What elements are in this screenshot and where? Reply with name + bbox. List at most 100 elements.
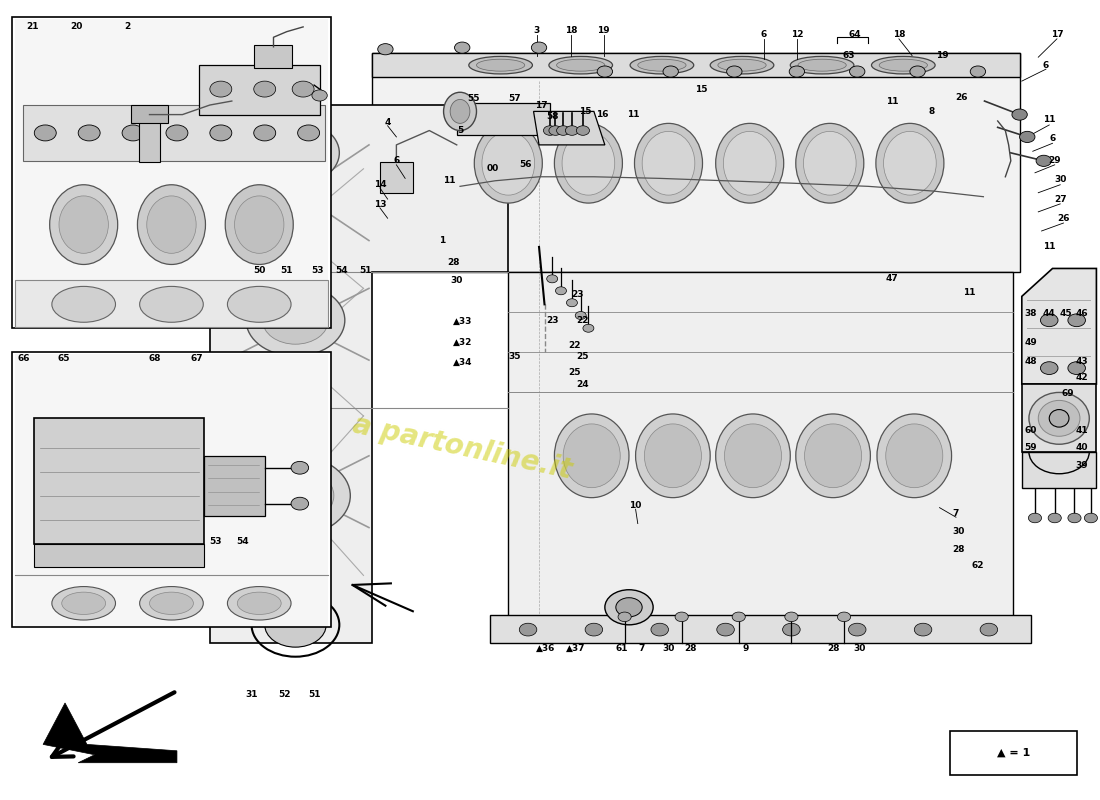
Text: 28: 28 (684, 644, 696, 654)
Text: 17: 17 (535, 101, 548, 110)
Ellipse shape (469, 56, 532, 74)
Circle shape (585, 623, 603, 636)
Polygon shape (1022, 269, 1097, 384)
Ellipse shape (52, 586, 116, 620)
Circle shape (246, 285, 344, 356)
Circle shape (1068, 314, 1086, 326)
Circle shape (597, 66, 613, 77)
Text: 26: 26 (1057, 214, 1069, 222)
Text: 24: 24 (576, 379, 590, 389)
Ellipse shape (725, 424, 781, 488)
Ellipse shape (718, 59, 767, 71)
Text: 4: 4 (384, 118, 390, 127)
Text: 25: 25 (576, 352, 590, 361)
Text: 38: 38 (1024, 310, 1037, 318)
Circle shape (1028, 514, 1042, 522)
Circle shape (1041, 362, 1058, 374)
Text: ▲32: ▲32 (452, 338, 472, 347)
Ellipse shape (562, 131, 615, 195)
FancyBboxPatch shape (12, 352, 331, 627)
Circle shape (605, 590, 653, 625)
Text: 26: 26 (955, 93, 968, 102)
Ellipse shape (645, 424, 702, 488)
Circle shape (849, 66, 865, 77)
Text: 1: 1 (439, 236, 446, 245)
Ellipse shape (716, 123, 783, 203)
Circle shape (980, 623, 998, 636)
Text: ▲ = 1: ▲ = 1 (997, 748, 1031, 758)
Text: 12: 12 (791, 30, 803, 39)
Text: 63: 63 (843, 51, 855, 60)
Text: 65: 65 (57, 354, 70, 363)
Circle shape (1020, 131, 1035, 142)
Circle shape (1041, 314, 1058, 326)
Text: 15: 15 (579, 107, 592, 116)
Text: 59: 59 (1024, 443, 1037, 452)
Text: 6: 6 (1049, 134, 1056, 143)
Text: 13: 13 (374, 200, 386, 209)
Text: 18: 18 (564, 26, 578, 35)
Text: 57: 57 (508, 94, 521, 103)
Circle shape (727, 66, 742, 77)
Ellipse shape (638, 59, 686, 71)
Circle shape (557, 126, 570, 135)
Circle shape (252, 121, 339, 185)
Circle shape (263, 296, 329, 344)
Circle shape (519, 623, 537, 636)
Circle shape (268, 133, 323, 173)
Ellipse shape (150, 592, 194, 614)
Circle shape (1012, 109, 1027, 120)
Circle shape (1068, 362, 1086, 374)
Ellipse shape (228, 586, 292, 620)
Circle shape (837, 612, 850, 622)
Ellipse shape (228, 286, 292, 322)
Ellipse shape (635, 123, 703, 203)
Polygon shape (372, 54, 1020, 77)
Text: 11: 11 (627, 110, 639, 119)
Ellipse shape (642, 131, 695, 195)
Ellipse shape (238, 592, 282, 614)
Polygon shape (331, 2, 1099, 798)
Circle shape (210, 81, 232, 97)
Ellipse shape (146, 196, 196, 254)
Text: 23: 23 (571, 290, 584, 299)
Circle shape (789, 66, 804, 77)
Circle shape (257, 468, 333, 523)
Polygon shape (139, 121, 161, 162)
Text: 6: 6 (1043, 61, 1049, 70)
Text: 52: 52 (278, 690, 290, 699)
Text: 3: 3 (534, 26, 540, 35)
Ellipse shape (482, 131, 535, 195)
Text: 11: 11 (1043, 242, 1056, 251)
Text: 40: 40 (1076, 443, 1088, 452)
Text: 35: 35 (508, 352, 521, 361)
Circle shape (566, 298, 578, 306)
Ellipse shape (724, 131, 776, 195)
Text: a partonline.it: a partonline.it (350, 411, 574, 485)
Ellipse shape (557, 59, 605, 71)
Polygon shape (34, 418, 205, 543)
Circle shape (122, 125, 144, 141)
FancyBboxPatch shape (12, 18, 331, 328)
Text: 41: 41 (1076, 426, 1089, 434)
Text: 39: 39 (1076, 461, 1089, 470)
Text: 10: 10 (629, 501, 641, 510)
Ellipse shape (1049, 410, 1069, 427)
Ellipse shape (1028, 393, 1089, 444)
Text: ▲36: ▲36 (536, 644, 556, 654)
Circle shape (78, 125, 100, 141)
Text: 54: 54 (236, 538, 249, 546)
Ellipse shape (226, 185, 294, 265)
Ellipse shape (879, 59, 927, 71)
Circle shape (1068, 514, 1081, 522)
Text: 11: 11 (443, 176, 455, 186)
Polygon shape (254, 46, 293, 67)
Polygon shape (534, 111, 605, 145)
Circle shape (583, 324, 594, 332)
Text: 6: 6 (394, 156, 399, 166)
Text: 30: 30 (451, 276, 463, 285)
Text: 61: 61 (615, 644, 628, 654)
Polygon shape (205, 456, 265, 515)
Circle shape (848, 623, 866, 636)
Text: 22: 22 (576, 316, 590, 325)
